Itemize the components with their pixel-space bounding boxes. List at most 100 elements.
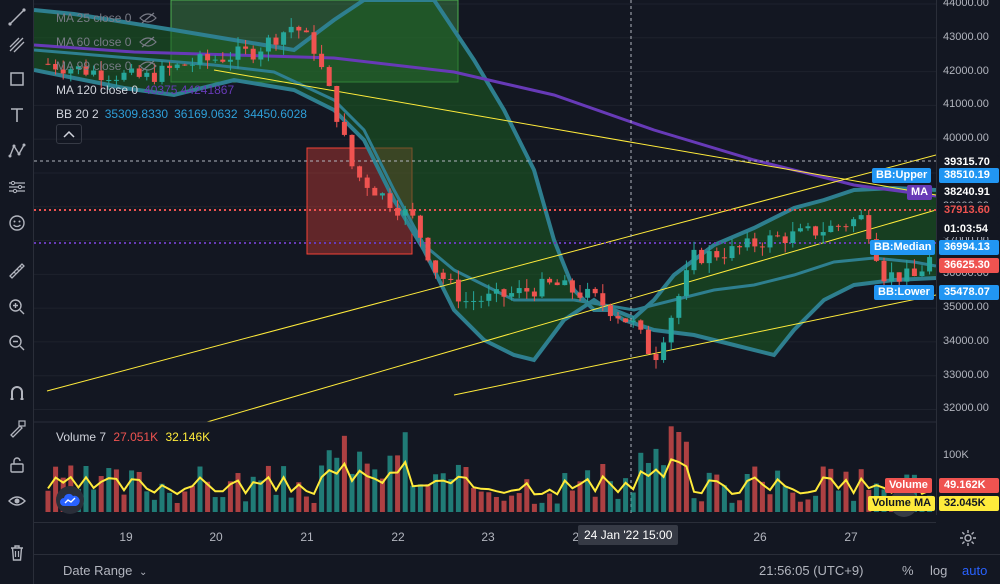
hidden-eye-icon[interactable] [139,36,158,48]
zoom-in-tool[interactable] [4,294,30,320]
candle-body [790,231,796,244]
shape-tool[interactable] [4,66,30,92]
hidden-eye-icon[interactable] [139,12,158,24]
volume-ma-line [47,458,930,496]
timezone-clock[interactable]: 21:56:05 (UTC+9) [759,563,864,578]
volume-bar [638,452,644,512]
time-tick: 27 [844,530,858,544]
chart-settings-button[interactable] [958,528,978,548]
legend-collapse-button[interactable] [56,124,82,144]
time-tick: 21 [300,530,314,544]
candle-body [759,246,765,248]
lock-tool[interactable] [4,452,30,478]
bb-lower-value: 34450.6028 [243,107,307,121]
volume-bar [813,495,819,512]
volume-bar [357,451,363,512]
remove-tool[interactable] [4,540,30,566]
log-toggle[interactable]: log [930,563,948,578]
price-chart-canvas[interactable] [34,0,936,515]
candle-body [539,278,545,297]
candle-body [737,246,743,248]
stay-drawing-tool[interactable] [4,416,30,442]
bb-legend[interactable]: BB 20 2 35309.8330 36169.0632 34450.6028 [56,102,307,126]
auto-toggle[interactable]: auto [962,563,988,578]
volume-bar [121,494,127,512]
candle-body [455,279,461,302]
volume-bar [402,432,408,512]
volume-ma-price-label: 32.045K [939,496,999,511]
candle-body [98,70,104,81]
volume-bar [341,435,347,512]
candle-body [501,289,507,297]
volume-bar [296,482,302,512]
volume-bar [372,469,378,512]
hidden-eye-icon[interactable] [139,60,158,72]
volume-bar [531,503,537,512]
bb-upper-price-label: 38510.19 [939,168,999,183]
candle-body [174,64,180,68]
pattern-tool[interactable] [4,138,30,164]
volume-bar [524,479,530,512]
volume-legend[interactable]: Volume 7 27.051K 32.146K [56,430,210,444]
candle-body [524,288,530,292]
zoom-in-icon [9,299,25,315]
price-tick: 42000.00 [943,64,989,77]
candle-body [691,249,697,271]
candle-body [714,251,720,258]
bb-median-price-label: 36994.13 [939,240,999,255]
volume-bar [258,480,264,512]
volume-bar [600,464,606,512]
volume-bar [45,490,51,512]
volume-bar [197,466,203,512]
chart-pane[interactable] [34,0,936,515]
ma120-values: 40375 44241867 [144,83,235,97]
candle-body [471,300,477,302]
percent-toggle[interactable]: % [902,563,914,578]
text-tool[interactable] [4,102,30,128]
candle-body [326,67,332,86]
ma120-legend[interactable]: MA 120 close 0 40375 44241867 [56,78,307,102]
time-axis[interactable]: 1920212223242627 24 Jan '22 15:00 [34,522,936,550]
volume-bar [630,492,636,512]
candle-body [113,79,119,81]
candle-body [83,66,89,75]
candle-body [364,177,370,188]
volume-bar [706,472,712,512]
trend-line-tool[interactable] [4,4,30,30]
ruler-tool[interactable] [4,258,30,284]
candle-body [638,320,644,330]
crosshair-time-label: 24 Jan '22 15:00 [578,525,679,545]
zoom-out-tool[interactable] [4,330,30,356]
volume-bar [592,496,598,512]
fib-tool[interactable] [4,32,30,58]
candle-body [478,300,484,302]
date-range-button[interactable]: Date Range ⌄ [63,563,147,578]
volume-bar [615,498,621,512]
tradingview-logo[interactable] [56,486,84,514]
ma25-legend[interactable]: MA 25 close 0 [56,6,307,30]
forecast-tool[interactable] [4,174,30,200]
volume-bar [220,497,226,512]
candle-body [509,293,515,297]
volume-bar [797,501,803,512]
volume-bar [265,465,271,512]
ma60-legend[interactable]: MA 60 close 0 [56,30,307,54]
candle-body [258,51,264,60]
drawing-toolbar [0,0,34,584]
icon-tool[interactable] [4,210,30,236]
bb-lower-price-label: 35478.07 [939,285,999,300]
candle-body [106,79,112,81]
ma99-legend[interactable]: MA 99 close 0 [56,54,307,78]
hide-tool[interactable] [4,488,30,514]
candle-body [577,292,583,298]
chevron-down-icon: ⌄ [139,567,148,578]
candle-body [417,215,423,238]
candle-body [425,237,431,261]
candle-body [349,134,355,167]
ma25-title: MA 25 close 0 [56,11,132,25]
channel-line-lower [453,294,936,396]
volume-bar [493,496,499,512]
price-axis[interactable]: 44000.00 43000.00 42000.00 41000.00 40000.00… [936,0,1000,515]
candle-body [927,257,933,272]
magnet-tool[interactable] [4,380,30,406]
